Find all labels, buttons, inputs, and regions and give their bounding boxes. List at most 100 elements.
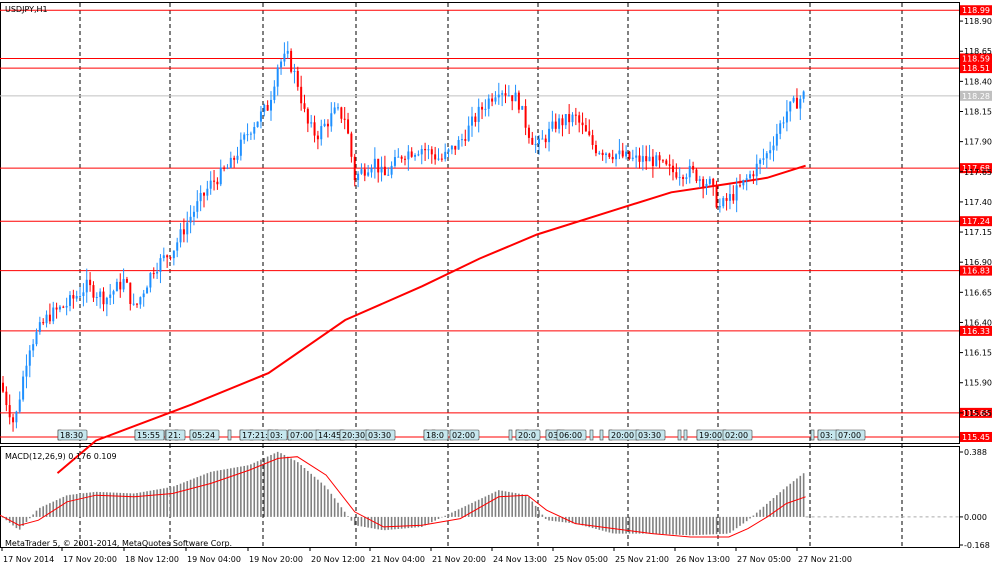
- event-marker[interactable]: [810, 429, 815, 441]
- level-label-box: [960, 53, 992, 64]
- candle-body: [460, 139, 463, 141]
- event-label: 20:30: [342, 431, 365, 440]
- candle-body: [538, 138, 540, 145]
- candle-body: [223, 167, 226, 169]
- price-tick-label: 116.90: [964, 258, 992, 267]
- event-marker[interactable]: [227, 429, 232, 441]
- candle-body: [350, 133, 353, 157]
- candle-body: [487, 98, 490, 109]
- price-tick-label: 118.90: [964, 17, 992, 26]
- event-label-box[interactable]: [835, 429, 866, 441]
- event-marker[interactable]: [508, 429, 513, 441]
- candle-body: [424, 148, 427, 151]
- level-label-box: [960, 5, 992, 16]
- level-label: 117.24: [962, 217, 990, 226]
- time-tick-label: 26 Nov 13:00: [676, 555, 730, 564]
- event-marker[interactable]: [683, 429, 688, 441]
- level-label-box: [960, 63, 992, 74]
- candle-body: [611, 156, 614, 160]
- candle-body: [621, 150, 624, 157]
- event-label-box[interactable]: [635, 429, 666, 441]
- candle-body: [122, 278, 125, 290]
- candle-body: [705, 183, 708, 187]
- candle-body: [682, 177, 685, 179]
- candle-body: [440, 158, 443, 160]
- candle-body: [454, 145, 457, 150]
- macd-tick-label: 0.388: [964, 448, 987, 457]
- event-label-box[interactable]: [722, 429, 753, 441]
- candle-body: [266, 104, 269, 111]
- event-label-box[interactable]: [365, 429, 396, 441]
- candle-body: [672, 165, 674, 173]
- event-label-box[interactable]: [165, 429, 186, 441]
- candle-body: [5, 391, 8, 406]
- level-label-box: [960, 216, 992, 227]
- candle-body: [280, 61, 283, 68]
- event-label-box[interactable]: [267, 429, 288, 441]
- candle-body: [48, 314, 51, 322]
- candle-body: [373, 158, 376, 169]
- candle-body: [156, 271, 159, 274]
- candle-body: [256, 121, 259, 128]
- candle-body: [189, 216, 192, 223]
- candle-body: [638, 155, 641, 162]
- candle-body: [209, 180, 212, 189]
- candle-body: [226, 167, 229, 169]
- candle-body: [785, 111, 788, 123]
- candle-body: [283, 53, 286, 62]
- event-label-box[interactable]: [57, 429, 88, 441]
- candle-body: [239, 139, 242, 156]
- candle-body: [641, 156, 644, 162]
- event-label: 07:00: [838, 431, 861, 440]
- candle-body: [524, 106, 527, 128]
- event-label-box[interactable]: [515, 429, 541, 441]
- event-label-box[interactable]: [556, 429, 587, 441]
- event-label-box[interactable]: [449, 429, 480, 441]
- candle-body: [146, 287, 149, 294]
- candle-body: [92, 285, 95, 298]
- candle-body: [85, 279, 88, 293]
- candle-body: [25, 365, 28, 377]
- candle-body: [136, 303, 138, 305]
- time-tick-label: 20 Nov 12:00: [311, 555, 365, 564]
- price-tick-label: 118.15: [964, 107, 992, 116]
- candle-body: [360, 169, 363, 174]
- candle-body: [320, 126, 323, 140]
- event-label-box[interactable]: [189, 429, 220, 441]
- candle-body: [69, 295, 71, 306]
- candle-body: [574, 114, 577, 116]
- candle-body: [759, 159, 762, 164]
- candle-body: [668, 164, 671, 166]
- event-marker[interactable]: [589, 429, 594, 441]
- candle-body: [447, 149, 450, 152]
- candle-body: [618, 150, 621, 155]
- price-tick-label: 117.90: [964, 138, 992, 147]
- candle-body: [471, 116, 473, 126]
- candle-body: [581, 122, 584, 126]
- macd-tick-label: 0.000: [964, 513, 987, 522]
- candle-body: [410, 151, 413, 157]
- candle-body: [491, 98, 494, 102]
- candle-body: [393, 157, 396, 166]
- candle-body: [457, 139, 460, 150]
- candle-body: [236, 155, 239, 160]
- macd-tick-label: -0.168: [964, 541, 990, 550]
- candle-body: [166, 255, 169, 258]
- candle-body: [504, 93, 507, 96]
- event-label-box[interactable]: [134, 429, 165, 441]
- candle-body: [631, 157, 634, 159]
- candle-body: [216, 181, 219, 185]
- candle-body: [102, 291, 105, 305]
- candle-body: [404, 158, 406, 160]
- candle-body: [199, 192, 202, 202]
- candle-body: [658, 155, 661, 161]
- candle-body: [22, 376, 25, 400]
- time-tick-label: 25 Nov 05:00: [554, 555, 608, 564]
- event-label: 18:30: [60, 431, 83, 440]
- event-marker[interactable]: [677, 429, 682, 441]
- candle-body: [35, 331, 38, 345]
- event-label-box[interactable]: [423, 429, 449, 441]
- candle-body: [578, 115, 581, 123]
- event-marker[interactable]: [599, 429, 604, 441]
